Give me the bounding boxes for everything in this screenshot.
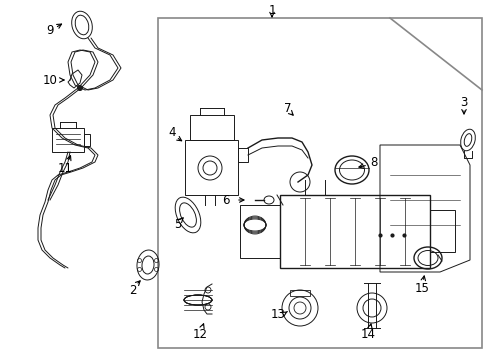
Text: 12: 12 [193, 328, 207, 342]
Text: 10: 10 [43, 73, 57, 86]
Text: 3: 3 [460, 95, 467, 108]
Text: 6: 6 [222, 194, 230, 207]
Text: 8: 8 [370, 157, 377, 170]
Text: 1: 1 [268, 4, 276, 17]
Text: 5: 5 [174, 219, 182, 231]
Text: 13: 13 [270, 309, 286, 321]
Text: 2: 2 [129, 284, 137, 297]
Text: 15: 15 [415, 282, 429, 294]
Text: 11: 11 [57, 162, 73, 175]
Text: 14: 14 [361, 328, 375, 342]
Text: 9: 9 [46, 23, 54, 36]
Text: 4: 4 [168, 126, 176, 139]
Circle shape [77, 85, 82, 90]
Text: 7: 7 [284, 102, 292, 114]
